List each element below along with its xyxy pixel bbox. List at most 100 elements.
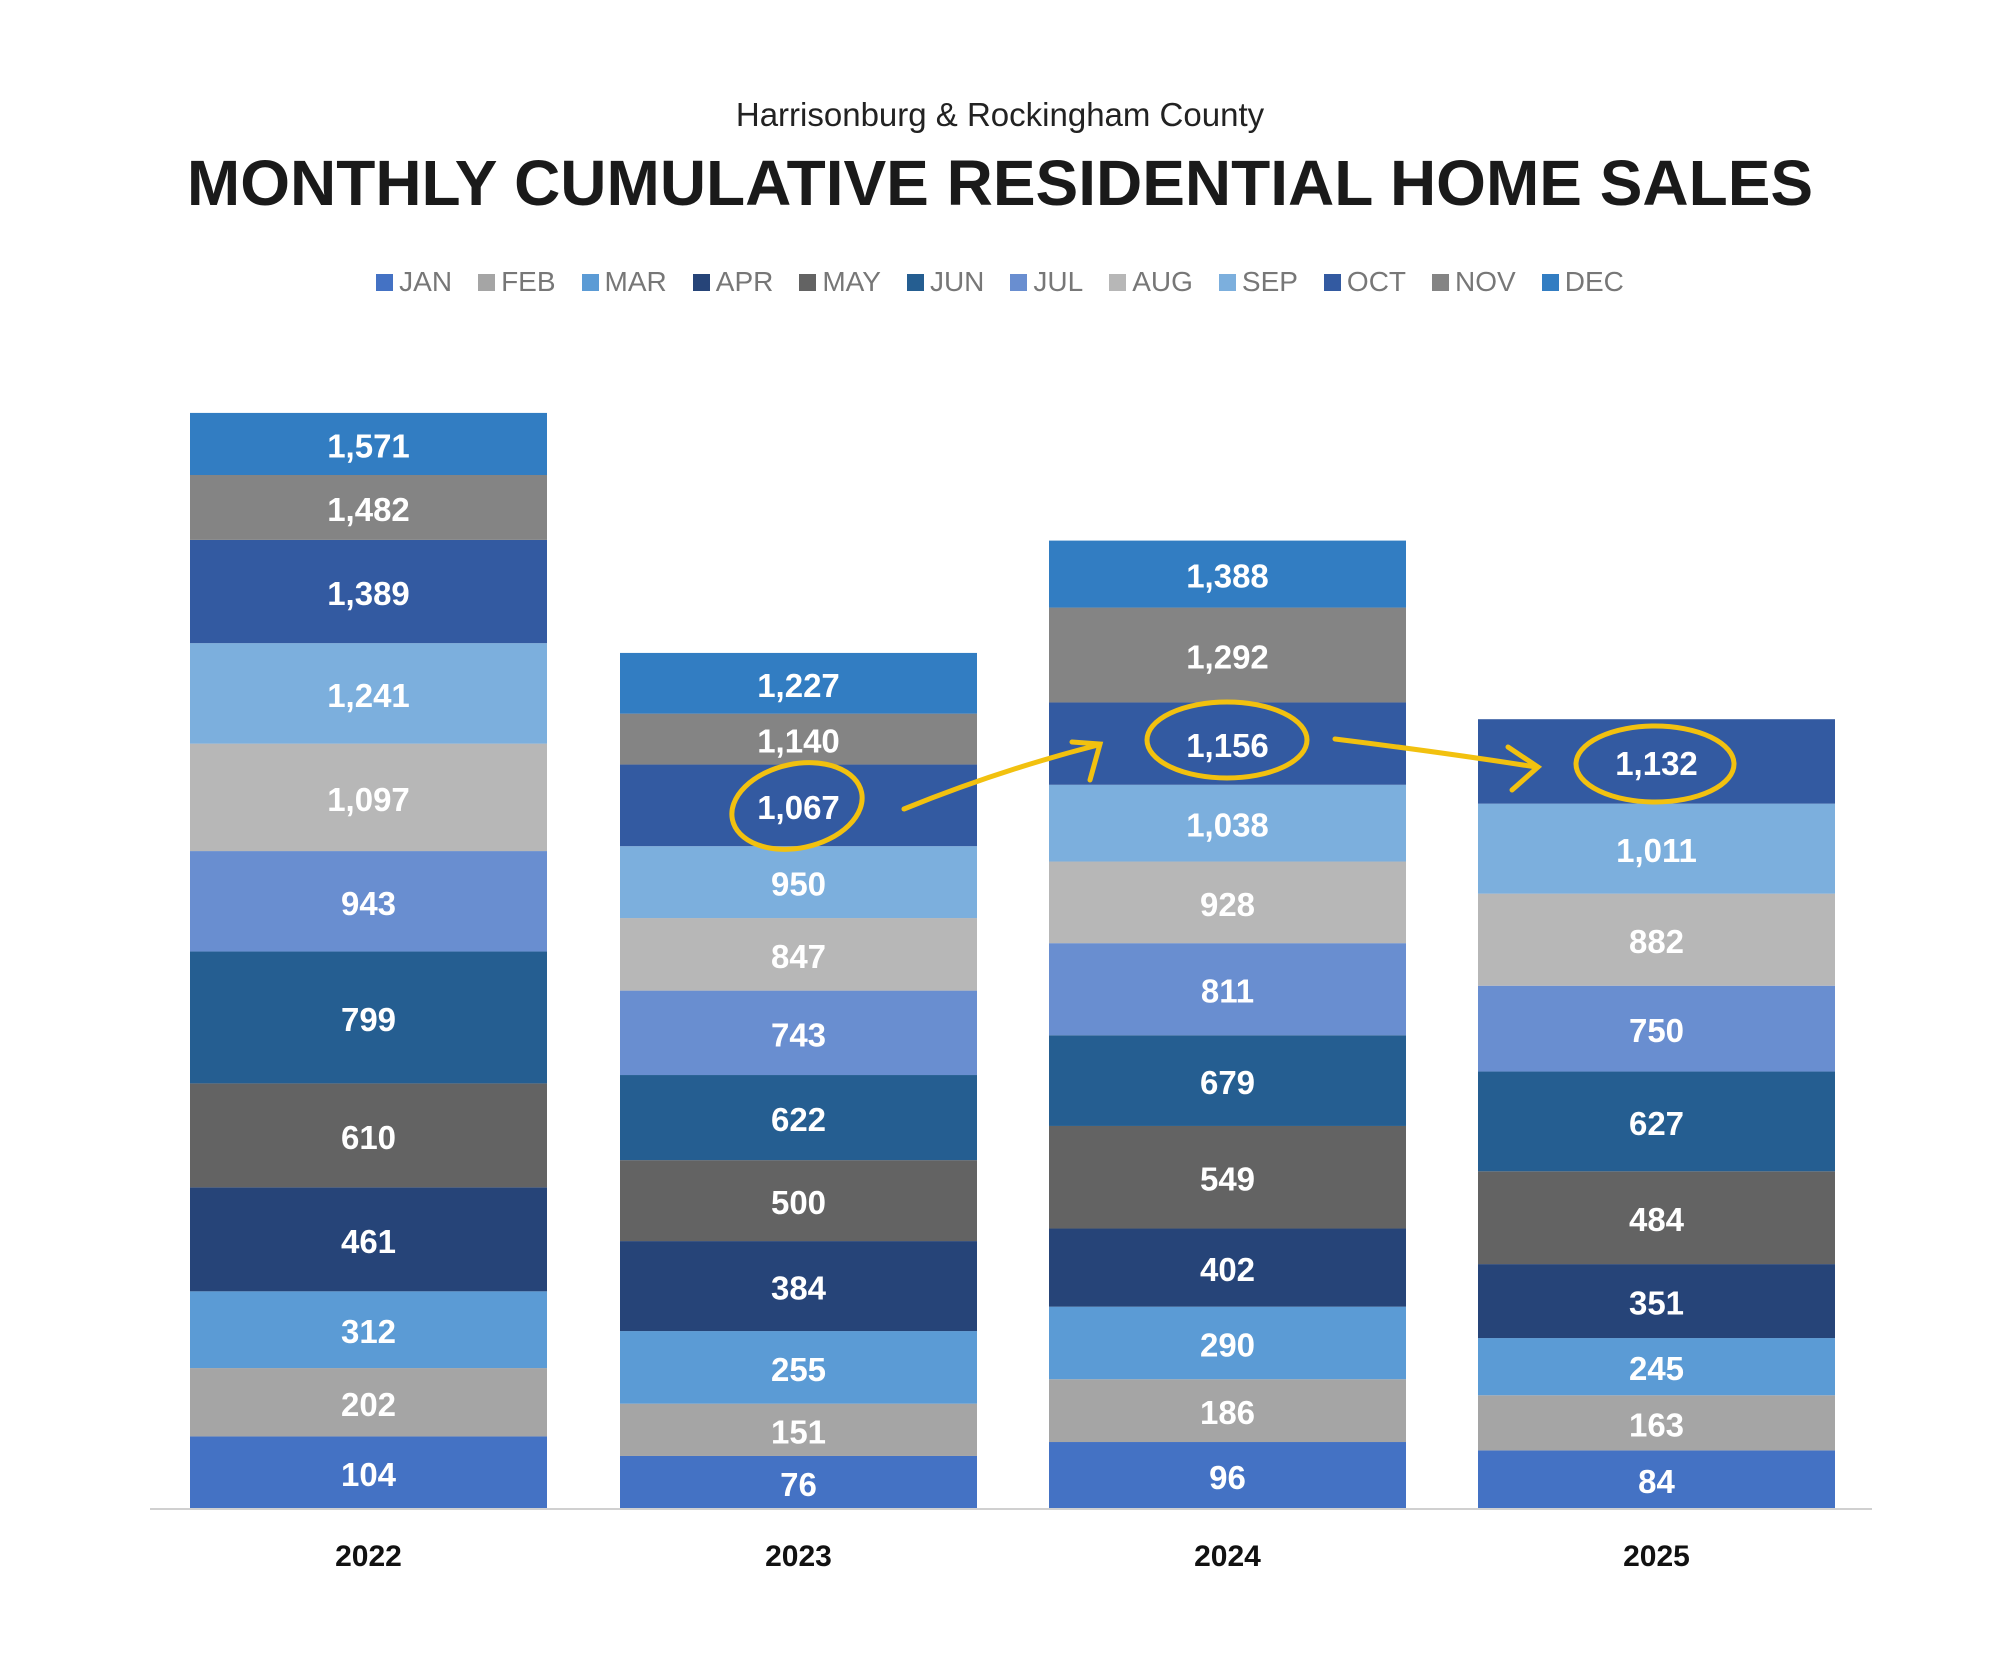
legend-swatch — [1323, 273, 1341, 291]
bar-segment-2023-nov — [620, 713, 977, 765]
data-label-2023-may: 500 — [771, 1184, 826, 1221]
bar-segment-2025-jan — [1478, 1450, 1835, 1509]
legend-label: JAN — [399, 266, 453, 297]
data-label-2022-aug: 1,097 — [327, 781, 410, 818]
bar-segment-2024-oct — [1049, 702, 1406, 785]
data-label-2025-sep: 1,011 — [1616, 832, 1697, 869]
data-label-2023-sep: 950 — [771, 866, 826, 903]
data-label-2022-jan: 104 — [341, 1456, 397, 1493]
data-label-2022-mar: 312 — [341, 1313, 396, 1350]
legend-label: OCT — [1346, 266, 1407, 297]
legend-label: JUL — [1033, 266, 1084, 297]
data-label-2023-oct: 1,067 — [757, 789, 840, 826]
data-label-2022-sep: 1,241 — [327, 677, 410, 714]
legend-item-apr: APR — [692, 266, 774, 298]
legend-swatch — [692, 273, 710, 291]
arrow-2023-to-2024 — [901, 742, 1101, 812]
bar-segment-2025-mar — [1478, 1338, 1835, 1396]
data-label-2022-apr: 461 — [341, 1223, 396, 1260]
data-label-2024-nov: 1,292 — [1186, 639, 1269, 676]
data-label-2022-jul: 943 — [341, 885, 396, 922]
data-label-2024-aug: 928 — [1200, 886, 1255, 923]
legend-label: MAY — [822, 266, 881, 297]
data-label-2025-apr: 351 — [1629, 1285, 1684, 1322]
legend-swatch — [799, 273, 817, 291]
legend-swatch — [906, 273, 924, 291]
data-label-2023-jul: 743 — [771, 1016, 826, 1053]
legend-swatch — [1541, 273, 1559, 291]
bar-segment-2023-mar — [620, 1331, 977, 1404]
bar-segment-2024-mar — [1049, 1306, 1406, 1380]
bar-segment-2023-jan — [620, 1455, 977, 1509]
arrow-head-icon — [1069, 739, 1104, 783]
legend-label: NOV — [1455, 266, 1516, 297]
arrow-2024-to-2025 — [1332, 736, 1539, 770]
legend-item-may: MAY — [799, 266, 881, 298]
bar-segment-2022-sep — [190, 643, 547, 744]
bar-segment-2024-dec — [1049, 540, 1406, 608]
legend-swatch — [581, 273, 599, 291]
bar-segment-2022-aug — [190, 743, 547, 852]
bar-segment-2023-dec — [620, 652, 977, 714]
bar-segment-2025-feb — [1478, 1395, 1835, 1451]
data-label-2024-jun: 679 — [1200, 1064, 1255, 1101]
bar-segment-2022-apr — [190, 1187, 547, 1292]
x-tick-label-2024: 2024 — [1194, 1540, 1261, 1573]
legend-item-mar: MAR — [581, 266, 667, 298]
legend-label: APR — [715, 266, 774, 297]
bar-segment-2023-aug — [620, 918, 977, 991]
legend-label: AUG — [1132, 266, 1193, 297]
legend-label: DEC — [1564, 266, 1624, 297]
bar-segment-2023-sep — [620, 846, 977, 919]
bar-segment-2023-feb — [620, 1403, 977, 1456]
legend-item-oct: OCT — [1323, 266, 1407, 298]
data-label-2022-nov: 1,482 — [327, 491, 410, 528]
data-label-2025-mar: 245 — [1629, 1350, 1684, 1387]
data-label-2024-jul: 811 — [1201, 973, 1254, 1010]
bar-segment-2024-sep — [1049, 784, 1406, 862]
bar-segment-2025-apr — [1478, 1264, 1835, 1339]
legend-label: SEP — [1241, 266, 1298, 297]
bar-segment-2024-jun — [1049, 1035, 1406, 1126]
data-label-2025-feb: 163 — [1629, 1406, 1684, 1443]
bar-segment-2023-jun — [620, 1075, 977, 1161]
data-label-2025-aug: 882 — [1629, 923, 1684, 960]
arrow-head-icon — [1505, 744, 1543, 793]
bar-segment-2024-aug — [1049, 861, 1406, 944]
bar-segment-2024-apr — [1049, 1228, 1406, 1307]
bar-segment-2024-jul — [1049, 943, 1406, 1036]
bar-segment-2025-may — [1478, 1171, 1835, 1265]
legend-swatch — [1432, 273, 1450, 291]
data-label-2023-jun: 622 — [771, 1101, 826, 1138]
data-label-2025-jan: 84 — [1638, 1463, 1675, 1500]
bar-segment-2022-jan — [190, 1436, 547, 1509]
data-label-2024-oct: 1,156 — [1186, 727, 1269, 764]
legend-swatch — [478, 273, 496, 291]
highlight-circle-2025-oct — [1573, 723, 1737, 805]
bar-segment-2025-aug — [1478, 893, 1835, 986]
legend-item-nov: NOV — [1432, 266, 1516, 298]
data-label-2022-oct: 1,389 — [327, 575, 410, 612]
bar-segment-2022-dec — [190, 412, 547, 476]
legend-label: MAR — [604, 266, 667, 297]
bar-segment-2025-sep — [1478, 803, 1835, 894]
data-label-2024-feb: 186 — [1200, 1394, 1255, 1431]
data-label-2025-may: 484 — [1629, 1201, 1685, 1238]
bar-segment-2025-jun — [1478, 1071, 1835, 1172]
data-label-2023-dec: 1,227 — [757, 667, 840, 704]
data-label-2024-may: 549 — [1200, 1161, 1255, 1198]
data-label-2023-aug: 847 — [771, 938, 826, 975]
x-tick-label-2022: 2022 — [335, 1540, 402, 1573]
legend: JAN FEB MAR APR MAY JUN JUL AUG SEP OCT NOV DEC — [0, 266, 2000, 298]
data-label-2024-dec: 1,388 — [1186, 558, 1269, 595]
legend-swatch — [1218, 273, 1236, 291]
bar-segment-2022-mar — [190, 1291, 547, 1369]
legend-label: JUN — [929, 266, 985, 297]
bar-segment-2024-jan — [1049, 1442, 1406, 1509]
highlight-circle-2024-oct — [1144, 699, 1310, 781]
data-label-2023-apr: 384 — [771, 1270, 827, 1307]
data-label-2024-apr: 402 — [1200, 1251, 1255, 1288]
legend-swatch — [1109, 273, 1127, 291]
bar-segment-2022-oct — [190, 539, 547, 644]
